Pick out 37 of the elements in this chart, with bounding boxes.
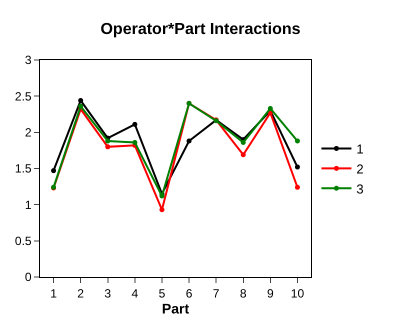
point (132, 140, 138, 145)
legend-label: 2 (356, 161, 364, 176)
x-tick-label: 10 (290, 286, 304, 300)
x-tick-label: 6 (186, 286, 193, 300)
x-tick-label: 8 (240, 286, 247, 300)
y-tick-label: 2 (24, 126, 32, 140)
point (159, 207, 164, 212)
y-tick-label: 3 (24, 53, 32, 68)
point (294, 184, 300, 190)
point (51, 168, 56, 174)
legend-label: 3 (356, 181, 364, 196)
x-tick-label: 1 (50, 286, 58, 300)
x-tick-label: 5 (158, 286, 166, 300)
point (268, 106, 273, 111)
point (240, 140, 246, 145)
x-tick-label: 7 (212, 286, 220, 300)
y-tick-label: 1.5 (14, 162, 32, 176)
y-tick-label: 2.5 (14, 89, 32, 104)
legend-label: 1 (356, 142, 364, 157)
point (78, 98, 84, 104)
x-tick-label: 9 (267, 286, 274, 300)
point (240, 152, 246, 158)
y-tick-label: 0.5 (14, 234, 32, 248)
point (186, 138, 192, 144)
point (294, 138, 300, 144)
point (105, 138, 110, 144)
point (132, 122, 138, 127)
y-tick-label: 1 (24, 198, 32, 212)
x-tick-label: 2 (77, 286, 84, 300)
chart-title: Operator*Part Interactions (100, 21, 301, 38)
point (105, 144, 110, 150)
y-tick-label: 0 (24, 270, 32, 284)
point (78, 104, 84, 109)
x-tick-label: 3 (104, 286, 112, 300)
x-tick-label: 4 (132, 286, 139, 300)
point (294, 164, 300, 170)
x-axis-title: Part (162, 300, 190, 317)
